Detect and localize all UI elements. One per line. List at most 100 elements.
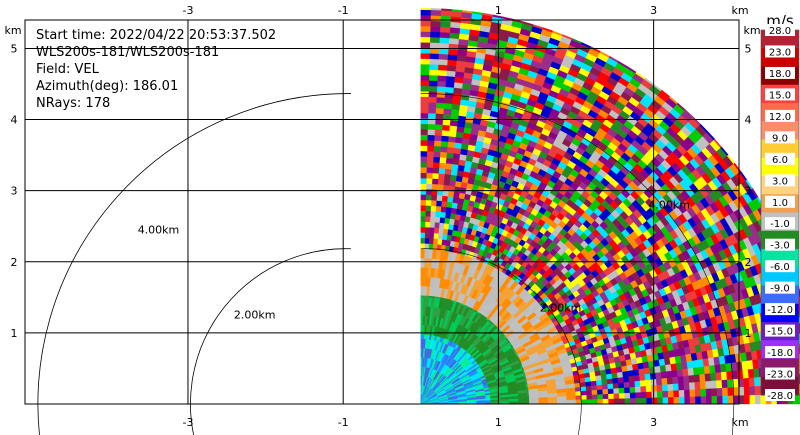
sector-cell: [420, 183, 427, 190]
sector-cell: [428, 101, 437, 109]
sector-cell: [441, 129, 450, 137]
sector-cell: [575, 395, 582, 401]
sector-cell: [580, 390, 587, 396]
sector-cell: [566, 399, 577, 405]
sector-cell: [589, 376, 597, 382]
sector-band-0: [420, 333, 491, 405]
sector-cell: [633, 375, 641, 382]
sector-cell: [742, 369, 750, 379]
sector-cell: [420, 232, 426, 239]
sector-cell: [447, 146, 455, 154]
sector-cell: [676, 369, 684, 378]
sector-cell: [662, 397, 669, 405]
sector-cell: [443, 102, 453, 110]
sector-cell: [624, 392, 631, 399]
sector-cell: [673, 397, 680, 405]
colorbar-label-bg: [765, 238, 795, 251]
x-tick-label-bottom: -1: [338, 416, 349, 429]
sector-cell: [727, 395, 734, 405]
sector-cell: [737, 369, 744, 380]
sector-cell: [660, 371, 668, 379]
sector-cell: [438, 167, 446, 175]
sector-cell: [420, 31, 431, 38]
sector-cell: [635, 392, 642, 399]
sector-cell: [429, 42, 440, 49]
sector-cell: [547, 396, 558, 401]
colorbar-label: -15.0: [767, 327, 793, 338]
sector-cell: [580, 386, 587, 392]
sector-cell: [444, 97, 454, 104]
sector-cell: [710, 372, 717, 382]
sector-cell: [435, 205, 442, 213]
sector-cell: [430, 31, 441, 38]
sector-cell: [699, 381, 707, 390]
sector-cell: [671, 370, 679, 378]
sector-cell: [420, 80, 430, 87]
sector-cell: [617, 377, 625, 384]
sector-cell: [656, 384, 663, 392]
sector-cell: [420, 237, 426, 244]
sector-cell: [693, 374, 701, 383]
sector-cell: [678, 389, 685, 398]
colorbar-label-bg: [765, 45, 795, 58]
sector-cell: [430, 216, 436, 223]
sector-cell: [430, 20, 442, 27]
sector-cell: [420, 172, 428, 179]
sector-cell: [424, 248, 430, 259]
sector-cell: [694, 389, 702, 398]
sector-cell: [429, 74, 439, 82]
sector-cell: [700, 396, 707, 405]
sector-cell: [424, 243, 430, 250]
sector-cell: [441, 135, 450, 142]
axis-ticks: -3 -3 -1 -1 1 1 3 3 1 1 2 2 3 3 4 4 5 5 km km km km: [4, 4, 760, 429]
sector-cell: [420, 123, 429, 130]
sector-cell: [420, 112, 429, 119]
sector-cell: [447, 54, 458, 61]
colorbar-label: -28.0: [767, 391, 793, 402]
sector-cell: [538, 397, 549, 402]
sector-cell: [619, 393, 626, 400]
info-start-time: Start time: 2022/04/22 20:53:37.502: [36, 28, 276, 43]
sector-cell: [638, 368, 645, 376]
info-nrays: NRays: 178: [36, 96, 110, 111]
sector-cell: [634, 380, 641, 388]
sector-cell: [630, 398, 636, 405]
sector-cell: [661, 384, 669, 392]
y-tick-label-left: 1: [11, 327, 18, 340]
sector-cell: [705, 388, 712, 397]
sector-cell: [440, 15, 452, 23]
sector-cell: [440, 10, 452, 17]
sector-cell: [612, 377, 619, 385]
sector-cell: [695, 396, 702, 405]
colorbar-label: 23.0: [769, 47, 791, 58]
sector-cell: [640, 391, 647, 399]
colorbar-label-bg: [765, 324, 795, 337]
sector-cell: [435, 113, 444, 120]
colorbar-label-bg: [765, 24, 795, 36]
sector-cell: [446, 64, 457, 72]
sector-cell: [753, 368, 760, 378]
sector-cell: [440, 211, 447, 219]
sector-cell: [426, 156, 434, 163]
sector-cell: [586, 399, 593, 405]
sector-cell: [420, 295, 424, 298]
colorbar-label-bg: [765, 66, 795, 79]
sector-cell: [420, 276, 425, 287]
sector-cell: [566, 395, 577, 401]
sector-cell: [666, 370, 673, 379]
sector-cell: [429, 227, 435, 234]
sector-cell: [432, 161, 441, 169]
sector-cell: [430, 199, 438, 207]
x-tick-label-bottom: -3: [182, 416, 193, 429]
sector-cell: [448, 48, 459, 56]
colorbar-label: 1.0: [772, 198, 788, 209]
x-unit-label-top: km: [731, 4, 748, 17]
sector-cell: [434, 227, 440, 234]
colorbar-label: -23.0: [767, 370, 793, 381]
colorbar-label-bg: [765, 367, 795, 380]
sector-cell: [738, 395, 745, 405]
sector-cell: [726, 379, 734, 389]
sector-cell: [447, 196, 454, 203]
sector-cell: [628, 375, 635, 383]
grid-lines: [25, 20, 739, 404]
